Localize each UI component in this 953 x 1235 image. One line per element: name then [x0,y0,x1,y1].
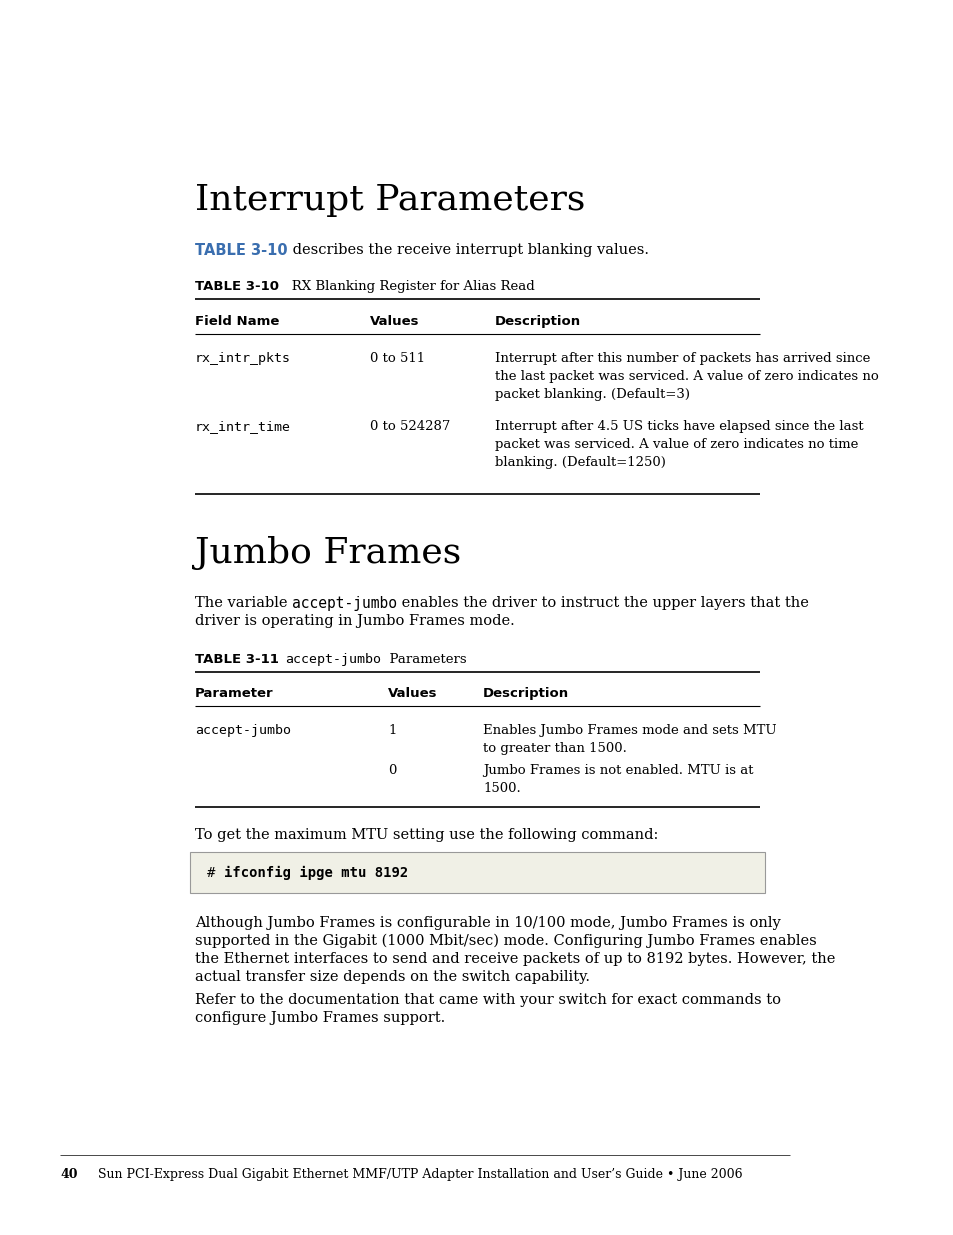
Text: rx_intr_time: rx_intr_time [194,420,291,433]
Text: driver is operating in Jumbo Frames mode.: driver is operating in Jumbo Frames mode… [194,614,515,629]
Text: supported in the Gigabit (1000 Mbit/sec) mode. Configuring Jumbo Frames enables: supported in the Gigabit (1000 Mbit/sec)… [194,934,816,948]
Text: To get the maximum MTU setting use the following command:: To get the maximum MTU setting use the f… [194,827,658,842]
Text: Enables Jumbo Frames mode and sets MTU: Enables Jumbo Frames mode and sets MTU [482,724,776,737]
Text: the Ethernet interfaces to send and receive packets of up to 8192 bytes. However: the Ethernet interfaces to send and rece… [194,952,835,966]
Text: blanking. (Default=1250): blanking. (Default=1250) [495,456,665,469]
Text: configure Jumbo Frames support.: configure Jumbo Frames support. [194,1011,445,1025]
Text: accept-jumbo: accept-jumbo [194,724,291,737]
Text: RX Blanking Register for Alias Read: RX Blanking Register for Alias Read [278,280,535,293]
Text: Values: Values [388,687,437,700]
Text: Sun PCI-Express Dual Gigabit Ethernet MMF/UTP Adapter Installation and User’s Gu: Sun PCI-Express Dual Gigabit Ethernet MM… [98,1168,741,1181]
Text: Parameters: Parameters [380,653,466,666]
Text: 0: 0 [388,764,395,777]
Text: Description: Description [482,687,569,700]
Text: Jumbo Frames: Jumbo Frames [194,536,460,571]
Text: Interrupt Parameters: Interrupt Parameters [194,183,585,217]
Text: Refer to the documentation that came with your switch for exact commands to: Refer to the documentation that came wit… [194,993,781,1007]
Text: accept-jumbo: accept-jumbo [292,597,396,611]
Text: Jumbo Frames is not enabled. MTU is at: Jumbo Frames is not enabled. MTU is at [482,764,753,777]
Text: 1: 1 [388,724,395,737]
Text: TABLE 3-10: TABLE 3-10 [194,280,278,293]
Text: TABLE 3-10: TABLE 3-10 [194,243,287,258]
Text: #: # [207,866,224,881]
Text: packet blanking. (Default=3): packet blanking. (Default=3) [495,388,689,401]
Text: actual transfer size depends on the switch capability.: actual transfer size depends on the swit… [194,969,589,984]
Text: TABLE 3-11: TABLE 3-11 [194,653,278,666]
Text: Description: Description [495,315,580,329]
Text: Field Name: Field Name [194,315,279,329]
Text: ifconfig ipge mtu 8192: ifconfig ipge mtu 8192 [224,866,408,881]
Text: 1500.: 1500. [482,782,520,795]
Text: The variable: The variable [194,597,292,610]
Text: Interrupt after this number of packets has arrived since: Interrupt after this number of packets h… [495,352,869,366]
Text: enables the driver to instruct the upper layers that the: enables the driver to instruct the upper… [396,597,808,610]
Text: the last packet was serviced. A value of zero indicates no: the last packet was serviced. A value of… [495,370,878,383]
Text: packet was serviced. A value of zero indicates no time: packet was serviced. A value of zero ind… [495,438,858,451]
Text: Parameter: Parameter [194,687,274,700]
Text: describes the receive interrupt blanking values.: describes the receive interrupt blanking… [287,243,648,257]
Text: Interrupt after 4.5 US ticks have elapsed since the last: Interrupt after 4.5 US ticks have elapse… [495,420,862,433]
Text: Although Jumbo Frames is configurable in 10/100 mode, Jumbo Frames is only: Although Jumbo Frames is configurable in… [194,916,780,930]
Text: 0 to 511: 0 to 511 [370,352,425,366]
Text: to greater than 1500.: to greater than 1500. [482,742,626,755]
Text: accept-jumbo: accept-jumbo [285,653,380,666]
Text: 40: 40 [60,1168,77,1181]
FancyBboxPatch shape [190,852,764,893]
Text: 0 to 524287: 0 to 524287 [370,420,450,433]
Text: rx_intr_pkts: rx_intr_pkts [194,352,291,366]
Text: Values: Values [370,315,419,329]
